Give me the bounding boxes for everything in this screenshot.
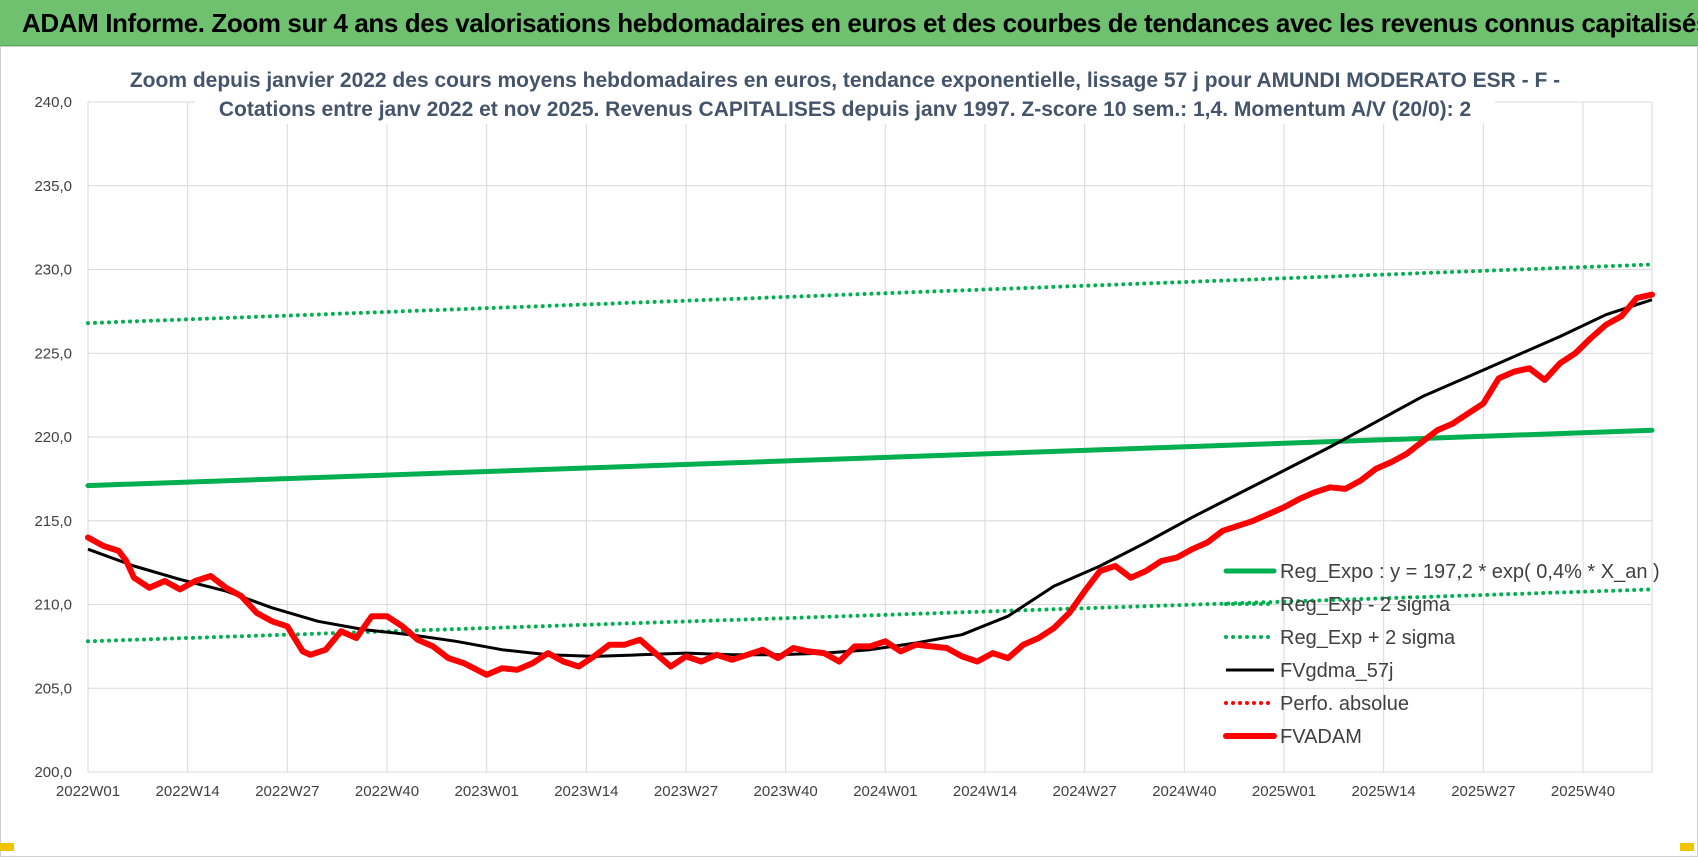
- x-tick-label: 2024W01: [853, 783, 917, 800]
- x-tick-label: 2023W14: [554, 783, 618, 800]
- series-fvadam-line: [85, 291, 1655, 678]
- chart-title: Zoom depuis janvier 2022 des cours moyen…: [130, 62, 1560, 124]
- chart-series: [85, 262, 1655, 678]
- legend-label: Reg_Exp + 2 sigma: [1280, 627, 1456, 649]
- y-tick-label: 235,0: [34, 178, 72, 195]
- series-reg-expo-y-197-2-exp-0-4-x-an-line: [85, 427, 1655, 489]
- weekly-valuation-chart: Zoom depuis janvier 2022 des cours moyen…: [34, 62, 1660, 800]
- legend-label: FVgdma_57j: [1280, 660, 1393, 682]
- legend-label: Reg_Exp - 2 sigma: [1280, 594, 1451, 616]
- x-tick-label: 2023W01: [455, 783, 519, 800]
- legend-label: FVADAM: [1280, 726, 1362, 748]
- y-tick-label: 215,0: [34, 513, 72, 530]
- chart-title-line-1: Zoom depuis janvier 2022 des cours moyen…: [130, 69, 1560, 92]
- x-axis-ticks: 2022W01 2022W14 2022W27 2022W40 2023W01 2023W…: [56, 783, 1615, 800]
- x-tick-label: 2024W40: [1152, 783, 1216, 800]
- x-tick-label: 2025W01: [1252, 783, 1316, 800]
- chart-legend: Reg_Expo : y = 197,2 * exp( 0,4% * X_an …: [1223, 561, 1660, 748]
- x-tick-label: 2025W40: [1551, 783, 1615, 800]
- x-tick-label: 2022W40: [355, 783, 419, 800]
- report-banner: ADAM Informe. Zoom sur 4 ans des valoris…: [0, 0, 1698, 46]
- legend-label: Perfo. absolue: [1280, 693, 1409, 715]
- x-tick-label: 2024W27: [1053, 783, 1117, 800]
- series-reg-exp-2-sigma-line: [86, 262, 1654, 326]
- chart-title-line-2: Cotations entre janv 2022 et nov 2025. R…: [219, 98, 1471, 121]
- chart-title-background: [195, 62, 1495, 124]
- x-tick-label: 2025W14: [1352, 783, 1416, 800]
- report-title: ADAM Informe. Zoom sur 4 ans des valoris…: [22, 8, 1698, 38]
- x-tick-label: 2022W27: [255, 783, 319, 800]
- y-tick-label: 230,0: [34, 262, 72, 279]
- x-tick-label: 2022W14: [156, 783, 220, 800]
- series-fvgdma-57j-line: [87, 298, 1653, 658]
- x-tick-label: 2023W40: [754, 783, 818, 800]
- y-tick-label: 220,0: [34, 429, 72, 446]
- x-tick-label: 2022W01: [56, 783, 120, 800]
- y-tick-label: 200,0: [34, 764, 72, 781]
- frame-corner-marker-left: [0, 843, 14, 851]
- y-tick-label: 225,0: [34, 345, 72, 362]
- chart-frame: [0, 46, 1698, 857]
- x-tick-label: 2025W27: [1451, 783, 1515, 800]
- y-tick-label: 240,0: [34, 94, 72, 111]
- x-tick-label: 2024W14: [953, 783, 1017, 800]
- legend-label: Reg_Expo : y = 197,2 * exp( 0,4% * X_an …: [1280, 561, 1660, 583]
- x-tick-label: 2023W27: [654, 783, 718, 800]
- frame-corner-marker-right: [1680, 843, 1694, 851]
- y-tick-label: 205,0: [34, 680, 72, 697]
- y-tick-label: 210,0: [34, 597, 72, 614]
- y-axis-ticks: 240,0 235,0 230,0 225,0 220,0 215,0 210,0 205,0…: [34, 94, 72, 781]
